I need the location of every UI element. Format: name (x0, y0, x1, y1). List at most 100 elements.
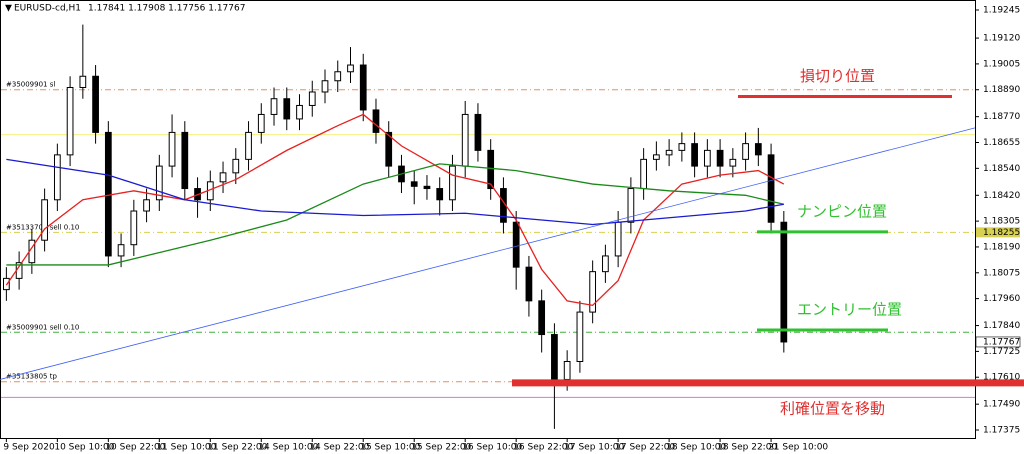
price-box (976, 227, 1020, 238)
x-tick-label: 18 Sep 22:00 (717, 443, 777, 453)
x-tick-label: 21 Sep 10:00 (768, 443, 828, 453)
candle-body (79, 75, 87, 88)
candle-body (449, 165, 456, 201)
y-tick-label: 1.17960 (983, 294, 1020, 304)
y-tick-label: 1.18305 (983, 217, 1020, 227)
y-tick-label: 1.18075 (983, 268, 1020, 278)
candle-body (321, 80, 329, 93)
annotation: 損切り位置 (800, 67, 875, 85)
x-tick-label: 15 Sep 10:00 (360, 443, 420, 453)
price-box-label: 1.18255 (983, 228, 1020, 238)
level-label: #35009901 sell 0.10 (6, 323, 79, 331)
candle-body (474, 113, 482, 151)
x-tick-label: 11 Sep 10:00 (156, 443, 216, 453)
candle-body (92, 75, 99, 133)
candle-body (410, 181, 418, 187)
candle-body (168, 131, 176, 167)
chart-title: EURUSD-cd,H1 (14, 4, 81, 14)
current-price: 1.17767 (983, 337, 1020, 347)
x-tick-label: 10 Sep 10:00 (54, 443, 114, 453)
annotation: エントリー位置 (797, 301, 902, 319)
candle-body (487, 149, 495, 190)
candle-body (703, 149, 711, 167)
candle-body (589, 271, 597, 313)
y-tick-label: 1.17610 (983, 373, 1020, 383)
y-tick-label: 1.18770 (983, 112, 1020, 122)
candle-body (117, 244, 125, 257)
symbol-marker: ▼ (5, 4, 12, 14)
y-tick-label: 1.17490 (983, 400, 1020, 410)
candle-body (461, 113, 469, 167)
candle-body (729, 158, 737, 167)
candle-body (678, 143, 686, 151)
x-tick-label: 18 Sep 10:00 (666, 443, 726, 453)
candle-body (525, 266, 533, 302)
x-tick-label: 17 Sep 10:00 (564, 443, 624, 453)
x-tick-label: 10 Sep 22:00 (105, 443, 165, 453)
y-tick-label: 1.17375 (983, 426, 1020, 436)
candle-body (359, 64, 367, 111)
candle-body (423, 185, 431, 190)
x-tick-label: 11 Sep 22:00 (207, 443, 267, 453)
candle-body (232, 158, 240, 174)
annotation: 利確位置を移動 (780, 399, 885, 417)
candle-body (767, 154, 775, 223)
candle-body (436, 188, 444, 201)
candle-body (551, 334, 558, 380)
x-tick-label: 16 Sep 10:00 (462, 443, 522, 453)
quote: 1.17841 1.17908 1.17756 1.17767 (88, 4, 245, 14)
y-tick-label: 1.18190 (983, 242, 1020, 252)
candle-body (742, 143, 749, 160)
candle-body (155, 165, 163, 201)
candle-body (538, 300, 546, 336)
candle-body (627, 188, 635, 223)
y-tick-label: 1.19245 (983, 6, 1020, 16)
annotation: ナンピン位置 (797, 202, 887, 220)
candle-body (308, 91, 316, 106)
candle-body (53, 154, 61, 201)
y-tick-label: 1.18890 (983, 85, 1020, 95)
indicator-line (6, 158, 784, 226)
candle-body (691, 143, 698, 167)
y-tick-label: 1.18655 (983, 138, 1020, 148)
level-label: #35009901 sl (6, 81, 55, 89)
indicator-line (5, 113, 785, 307)
y-tick-label: 1.17840 (983, 321, 1020, 331)
y-tick-label: 1.18540 (983, 164, 1020, 174)
candle-body (181, 131, 189, 190)
candle-body (614, 221, 622, 257)
candle-body (283, 98, 291, 120)
candle-body (716, 149, 724, 167)
candle-body (602, 255, 609, 273)
y-tick-label: 1.18420 (983, 191, 1020, 201)
plot-frame (0, 0, 976, 439)
candle-body (640, 158, 647, 190)
y-tick-label: 1.19005 (983, 59, 1020, 69)
y-tick-label: 1.17725 (983, 347, 1020, 357)
y-tick-label: 1.19120 (983, 34, 1020, 44)
candle-body (512, 221, 520, 268)
indicator-line (0, 127, 976, 380)
x-tick-label: 16 Sep 22:00 (513, 443, 573, 453)
candle-body (66, 86, 74, 156)
candle-body (347, 64, 354, 73)
candle-body (780, 221, 788, 343)
x-tick-label: 14 Sep 10:00 (258, 443, 318, 453)
x-tick-label: 9 Sep 2020 (3, 443, 55, 453)
candle-body (104, 131, 112, 257)
candle-body (334, 71, 342, 82)
candle-body (372, 109, 380, 133)
candle-body (257, 113, 265, 133)
candle-body (143, 199, 150, 212)
indicator-line (6, 163, 784, 266)
candle-body (754, 143, 762, 156)
candle-body (296, 104, 303, 120)
candle-body (665, 149, 673, 156)
candle-body (270, 98, 278, 115)
current-price-box (975, 336, 1021, 348)
x-tick-label: 17 Sep 22:00 (615, 443, 675, 453)
level-label: #35133805 tp (6, 373, 57, 381)
x-tick-label: 14 Sep 22:00 (309, 443, 369, 453)
candle-body (130, 210, 138, 246)
